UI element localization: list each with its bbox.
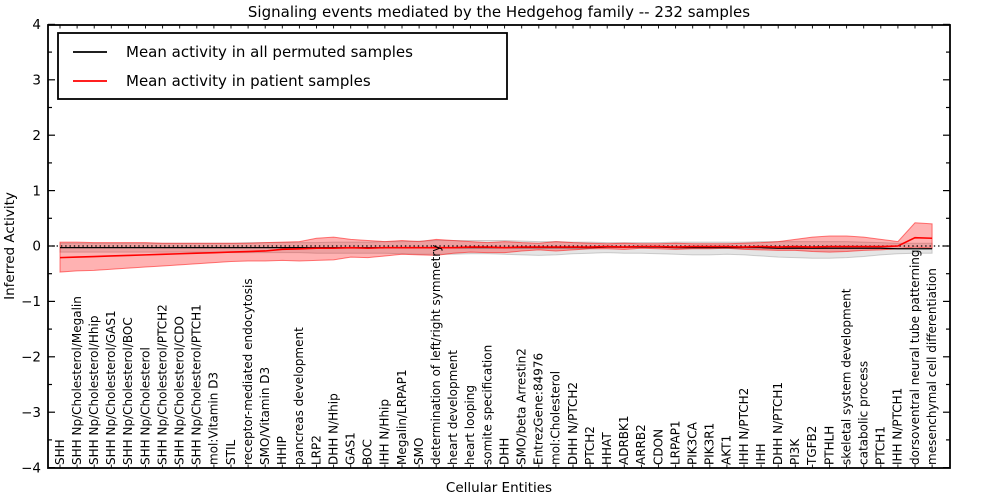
- x-category-label: DHH N/Hhip: [326, 393, 340, 465]
- x-category-label: SHH Np/Cholesterol/BOC: [121, 317, 135, 465]
- x-category-label: SHH Np/Cholesterol/Hhip: [87, 316, 101, 465]
- x-category-label: DHH N/PTCH2: [566, 382, 580, 465]
- x-category-label: mesenchymal cell differentiation: [925, 268, 939, 465]
- x-category-label: dorsoventral neural tube patterning: [908, 249, 922, 465]
- x-axis-label: Cellular Entities: [446, 480, 552, 496]
- x-category-label: SHH Np/Cholesterol/GAS1: [104, 310, 118, 465]
- x-category-label: Megalin/LRPAP1: [395, 369, 409, 465]
- x-category-label: PIK3CA: [686, 421, 700, 465]
- x-category-label: SHH Np/Cholesterol/CDO: [173, 316, 187, 465]
- x-category-label: heart development: [446, 350, 460, 465]
- x-category-label: IHH N/PTCH2: [737, 388, 751, 465]
- x-category-label: IHH: [754, 443, 768, 465]
- x-category-label: SHH Np/Cholesterol/PTCH2: [155, 304, 169, 465]
- x-category-label: mol:Cholesterol: [549, 371, 563, 465]
- x-category-label: LRP2: [309, 435, 323, 465]
- x-category-label: LRPAP1: [668, 420, 682, 465]
- x-category-label: heart looping: [463, 385, 477, 465]
- x-category-label: PI3K: [788, 438, 802, 465]
- x-category-label: GAS1: [344, 432, 358, 465]
- y-axis-label: Inferred Activity: [2, 192, 18, 300]
- patient-mean-line: [59, 236, 933, 259]
- x-category-label: BOC: [361, 439, 375, 465]
- y-tick-label: −4: [21, 460, 41, 476]
- x-category-label: somite specification: [480, 345, 494, 465]
- x-category-label: IHH N/PTCH1: [891, 388, 905, 465]
- x-category-label: PIK3R1: [703, 423, 717, 465]
- x-category-label: EntrezGene:84976: [532, 353, 546, 465]
- x-category-label: SHH Np/Cholesterol/Megalin: [70, 296, 84, 465]
- axes-frame: [47, 24, 951, 469]
- x-category-label: ADRBK1: [617, 415, 631, 465]
- y-tick-label: 0: [32, 239, 41, 255]
- x-category-label: TGFB2: [805, 426, 819, 466]
- chart-layer: −4 −3 −2 −1 0 1 2 3 4 SHH SHH Np/Cholesterol/Megal…: [21, 17, 950, 476]
- legend-label-permuted: Mean activity in all permuted samples: [126, 43, 413, 61]
- x-category-label: catabolic process: [857, 361, 871, 465]
- x-category-label: PTCH1: [874, 426, 888, 465]
- x-category-label: STIL: [224, 440, 238, 465]
- x-category-label: AKT1: [720, 435, 734, 465]
- y-tick-label: −2: [21, 350, 41, 366]
- x-category-label: HHIP: [275, 436, 289, 465]
- x-category-label: ARRB2: [634, 424, 648, 465]
- chart-title: Signaling events mediated by the Hedgeho…: [248, 3, 750, 21]
- y-tick-label: −1: [21, 294, 41, 310]
- x-category-label: mol:Vitamin D3: [207, 372, 221, 465]
- y-tick-label: 3: [32, 73, 41, 89]
- y-tick-label: −3: [21, 405, 41, 421]
- x-category-label: CDON: [651, 429, 665, 465]
- legend: Mean activity in all permuted samples Me…: [57, 32, 508, 100]
- x-category-label: SHH Np/Cholesterol: [138, 347, 152, 465]
- x-category-label: determination of left/right symmetry: [429, 245, 443, 465]
- x-category-label: PTHLH: [822, 426, 836, 465]
- x-category-label: HHAT: [600, 432, 614, 465]
- x-category-label: SMO/beta Arrestin2: [515, 348, 529, 465]
- permuted-range-band: [59, 239, 933, 259]
- x-category-label: PTCH2: [583, 426, 597, 465]
- x-category-label: skeletal system development: [839, 288, 853, 465]
- y-tick-label: 4: [32, 17, 41, 33]
- x-category-label: pancreas development: [292, 327, 306, 465]
- x-category-label: IHH N/Hhip: [378, 399, 392, 465]
- x-category-label: SMO/Vitamin D3: [258, 367, 272, 465]
- x-category-label: DHH: [497, 438, 511, 465]
- legend-box: [57, 32, 508, 100]
- x-category-label: SMO: [412, 438, 426, 465]
- x-category-label: receptor-mediated endocytosis: [241, 278, 255, 465]
- x-category-label: SHH: [53, 439, 67, 465]
- legend-label-patient: Mean activity in patient samples: [126, 72, 371, 90]
- y-tick-label: 2: [32, 128, 41, 144]
- y-tick-label: 1: [32, 183, 41, 199]
- x-category-label: SHH Np/Cholesterol/PTCH1: [190, 304, 204, 465]
- x-category-label: DHH N/PTCH1: [771, 382, 785, 465]
